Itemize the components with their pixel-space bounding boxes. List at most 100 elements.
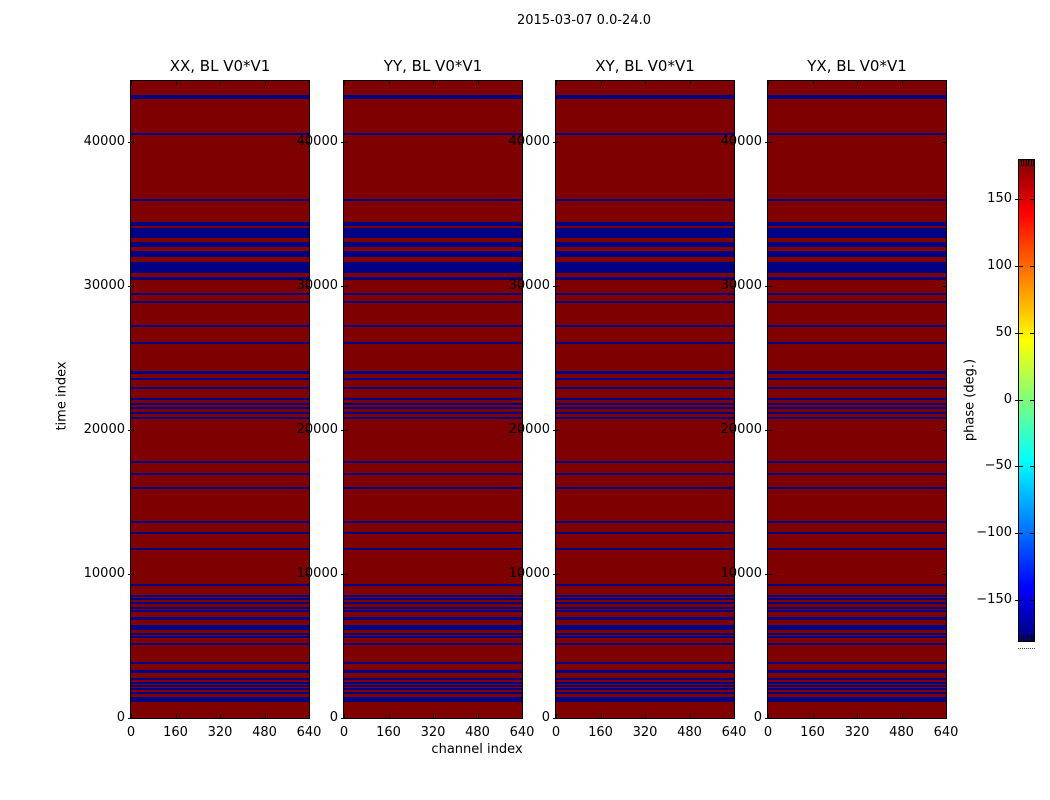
phase-stripe: [131, 691, 309, 694]
x-tick: [388, 81, 390, 85]
x-axis-label: channel index: [431, 742, 523, 757]
colorbar-tick: [1015, 332, 1023, 334]
phase-stripe: [344, 227, 522, 239]
phase-stripe: [556, 276, 734, 280]
y-tick: [305, 718, 309, 719]
phase-stripe: [344, 242, 522, 247]
x-tick: [220, 714, 221, 718]
phase-stripe: [131, 417, 309, 419]
colorbar-tick-label: −50: [984, 458, 1012, 474]
x-tick-label: 0: [339, 725, 349, 740]
colorbar-tick: [1030, 533, 1034, 535]
x-tick-label: 480: [677, 725, 702, 740]
colorbar-minor-tick: [1025, 160, 1027, 166]
colorbar-tick: [1015, 399, 1023, 401]
phase-stripe: [768, 643, 946, 645]
phase-stripe: [131, 398, 309, 400]
phase-stripe: [768, 607, 946, 609]
x-tick-label: 480: [252, 725, 277, 740]
phase-stripe: [556, 325, 734, 327]
x-tick: [264, 81, 266, 85]
y-tick: [765, 285, 772, 287]
phase-stripe: [768, 633, 946, 635]
phase-stripe: [131, 682, 309, 684]
phase-stripe: [768, 378, 946, 380]
phase-stripe: [344, 342, 522, 344]
phase-stripe: [768, 242, 946, 247]
phase-stripe: [768, 610, 946, 612]
phase-stripe: [344, 261, 522, 273]
y-tick: [765, 718, 772, 719]
y-tick: [765, 141, 772, 143]
x-tick: [645, 714, 646, 718]
phase-stripe: [131, 242, 309, 247]
y-tick-label: 20000: [83, 421, 125, 437]
phase-stripe: [131, 670, 309, 673]
phase-stripe: [768, 625, 946, 630]
phase-stripe: [131, 601, 309, 604]
phase-stripe: [344, 625, 522, 630]
phase-stripe: [344, 378, 522, 380]
y-tick: [341, 718, 348, 719]
phase-stripe: [344, 221, 522, 226]
phase-stripe: [131, 617, 309, 620]
phase-stripe: [344, 633, 522, 635]
x-tick-label: 320: [632, 725, 658, 740]
y-tick: [518, 718, 522, 719]
phase-stripe: [131, 95, 309, 100]
x-tick: [477, 714, 479, 718]
phase-stripe: [344, 601, 522, 604]
phase-stripe: [556, 473, 734, 476]
colorbar-label: phase (deg.): [962, 358, 978, 442]
x-tick: [768, 81, 769, 85]
phase-stripe: [344, 636, 522, 638]
colorbar-minor-tick: [1030, 160, 1032, 166]
x-tick: [689, 714, 691, 718]
phase-stripe: [556, 378, 734, 380]
phase-stripe: [556, 199, 734, 201]
phase-stripe: [344, 293, 522, 296]
x-tick: [946, 81, 947, 85]
phase-stripe: [768, 678, 946, 680]
colorbar-gradient: [1018, 159, 1035, 642]
x-tick: [522, 81, 523, 85]
y-axis-label: time index: [54, 361, 70, 431]
colorbar-minor-tick: [1023, 160, 1025, 166]
phase-stripe: [344, 521, 522, 523]
y-tick-label: 30000: [296, 277, 338, 293]
colorbar-minor-tick: [1030, 635, 1032, 641]
phase-stripe: [768, 386, 946, 389]
x-tick-label: 0: [763, 725, 773, 740]
colorbar-tick: [1030, 199, 1034, 201]
y-tick: [128, 141, 135, 143]
heatmap-image: [767, 80, 947, 719]
y-tick-label: 30000: [508, 277, 550, 293]
phase-stripe: [768, 261, 946, 273]
x-tick: [857, 714, 858, 718]
x-tick-label: 320: [420, 725, 446, 740]
phase-stripe: [344, 276, 522, 280]
phase-stripe: [556, 227, 734, 239]
x-tick-label: 320: [844, 725, 870, 740]
y-tick-label: 30000: [720, 277, 762, 293]
x-tick: [131, 81, 132, 85]
y-tick-label: 0: [541, 710, 550, 725]
phase-stripe: [768, 133, 946, 136]
phase-stripe: [344, 417, 522, 419]
phase-stripe: [344, 685, 522, 687]
phase-stripe: [131, 662, 309, 664]
y-tick-label: 20000: [508, 421, 550, 437]
y-tick: [128, 718, 135, 719]
colorbar-minor-tick: [1033, 635, 1034, 641]
x-tick: [309, 81, 310, 85]
phase-stripe: [768, 532, 946, 534]
x-tick: [768, 714, 769, 718]
phase-stripe: [344, 617, 522, 620]
phase-stripe: [556, 685, 734, 687]
colorbar-tick: [1030, 265, 1034, 267]
y-tick: [553, 141, 560, 143]
y-tick: [518, 573, 522, 575]
phase-stripe: [556, 403, 734, 405]
phase-stripe: [131, 521, 309, 523]
